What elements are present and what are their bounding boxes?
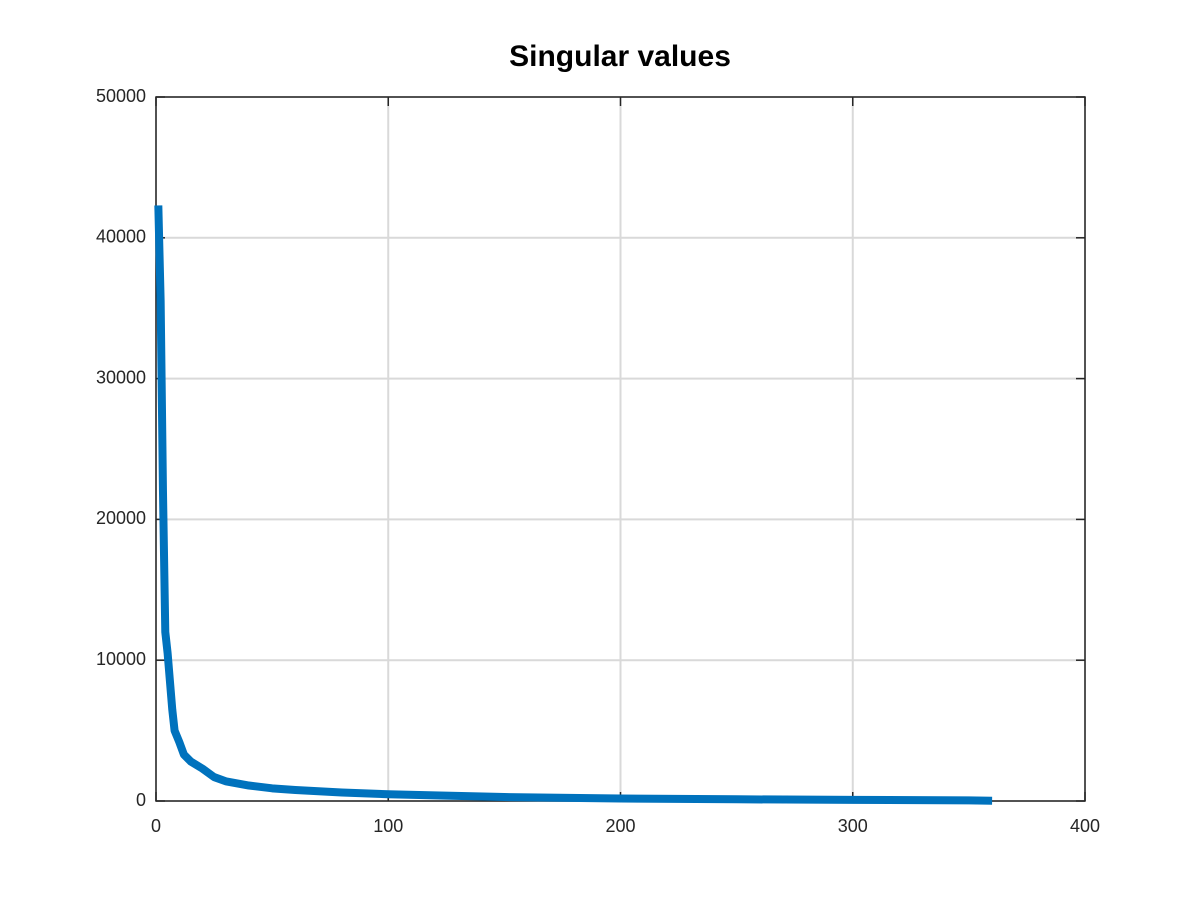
data-line (154, 205, 993, 805)
x-tick-label: 100 (373, 816, 403, 836)
x-tick-label: 400 (1070, 816, 1100, 836)
chart-title: Singular values (509, 40, 731, 73)
x-tick-label: 300 (838, 816, 868, 836)
y-tick-label: 40000 (96, 227, 146, 247)
x-tick-label: 200 (605, 816, 635, 836)
y-tick-label: 30000 (96, 367, 146, 387)
y-tick-label: 10000 (96, 649, 146, 669)
x-tick-label: 0 (151, 816, 161, 836)
y-tick-label: 20000 (96, 508, 146, 528)
y-tick-label: 50000 (96, 86, 146, 106)
y-tick-label: 0 (136, 790, 146, 810)
